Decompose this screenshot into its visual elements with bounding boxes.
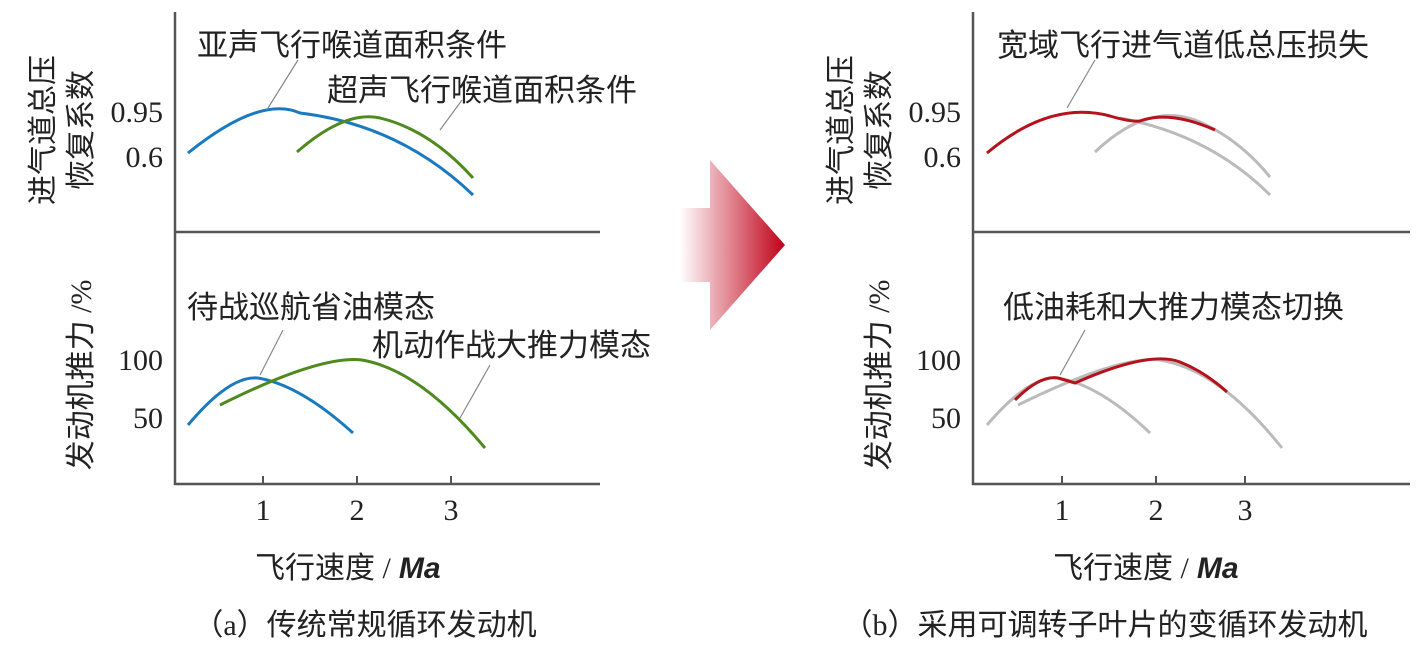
leader xyxy=(459,364,491,419)
panel-a-curves xyxy=(186,59,491,449)
axis xyxy=(173,12,600,486)
y-axis-label: 发动机推力 /% xyxy=(863,280,896,471)
x-axis-label: 飞行速度 / Ma xyxy=(1053,552,1239,585)
y-tick-label: 0.6 xyxy=(924,141,962,174)
x-axis-label-unit: Ma xyxy=(1197,552,1239,585)
curve xyxy=(186,376,355,435)
annotation: 宽域飞行进气道低总压损失 xyxy=(997,28,1369,63)
y-axis-label: 恢复系数 xyxy=(65,70,98,190)
y-axis-label: 进气道总压 xyxy=(27,55,60,205)
x-tick-label: 2 xyxy=(1149,494,1164,527)
x-tick-label: 1 xyxy=(256,494,271,527)
y-tick-label: 100 xyxy=(118,344,163,377)
leader xyxy=(267,59,299,109)
x-axis-label-text: 飞行速度 / xyxy=(1053,552,1189,585)
curve xyxy=(985,376,1152,435)
x-axis-label-text: 飞行速度 / xyxy=(255,552,391,585)
leader xyxy=(1059,329,1086,376)
curve xyxy=(219,358,487,449)
y-axis-label: 进气道总压 xyxy=(825,55,858,205)
caption: （a）传统常规循环发动机 xyxy=(193,609,536,642)
curve xyxy=(296,115,475,180)
y-tick-label: 50 xyxy=(931,402,961,435)
x-tick-label: 3 xyxy=(1238,494,1253,527)
x-tick-label: 3 xyxy=(444,494,459,527)
y-tick-label: 0.95 xyxy=(111,96,164,129)
arrow xyxy=(680,160,785,330)
curve xyxy=(187,107,475,197)
panel-b-curves xyxy=(985,59,1284,449)
curve xyxy=(1119,116,1272,197)
leader xyxy=(259,329,284,376)
annotation: 低油耗和大推力模态切换 xyxy=(1003,290,1344,325)
y-axis-label: 恢复系数 xyxy=(863,70,896,190)
x-tick-label: 1 xyxy=(1055,494,1070,527)
caption: （b）采用可调转子叶片的变循环发动机 xyxy=(843,609,1368,642)
y-tick-label: 0.95 xyxy=(909,96,962,129)
y-tick-label: 100 xyxy=(916,344,961,377)
y-tick-label: 50 xyxy=(133,402,163,435)
y-tick-label: 0.6 xyxy=(126,141,164,174)
x-tick-label: 2 xyxy=(350,494,365,527)
leader xyxy=(439,99,463,131)
curve xyxy=(1017,358,1284,449)
curve xyxy=(1093,114,1272,178)
annotation: 机动作战大推力模态 xyxy=(372,328,651,363)
y-axis-label: 发动机推力 /% xyxy=(65,280,98,471)
annotation: 待战巡航省油模态 xyxy=(187,290,435,325)
x-axis-label-unit: Ma xyxy=(399,552,441,585)
leader xyxy=(1066,59,1096,109)
curve xyxy=(986,110,1216,155)
annotation: 亚声飞行喉道面积条件 xyxy=(197,28,507,63)
annotation: 超声飞行喉道面积条件 xyxy=(327,73,637,108)
axis xyxy=(971,12,1410,486)
curve xyxy=(1013,357,1229,402)
x-axis-label: 飞行速度 / Ma xyxy=(255,552,441,585)
